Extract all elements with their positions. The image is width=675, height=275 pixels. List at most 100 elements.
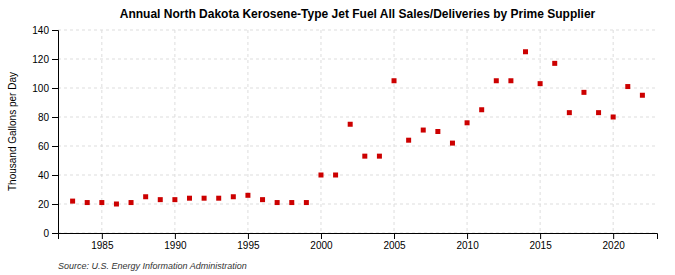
point bbox=[611, 115, 616, 120]
x-tick-label: 2005 bbox=[383, 240, 406, 251]
y-tick-label: 60 bbox=[38, 141, 50, 152]
x-tick-label: 2010 bbox=[456, 240, 479, 251]
y-tick-label: 40 bbox=[38, 170, 50, 181]
plot-area: 1985 1990 1995 2000 2005 2010 2015 2020 0 20 40 60 8… bbox=[32, 25, 657, 251]
y-tick: 120 bbox=[32, 54, 58, 65]
point bbox=[172, 197, 177, 202]
title: Annual North Dakota Kerosene-Type Jet Fu… bbox=[120, 7, 596, 21]
y-tick: 100 bbox=[32, 83, 58, 94]
y-tick-label: 140 bbox=[32, 25, 49, 36]
point bbox=[508, 78, 513, 83]
point bbox=[596, 110, 601, 115]
point bbox=[494, 78, 499, 83]
grid-line-x bbox=[320, 30, 321, 233]
x-tick: 1985 bbox=[91, 233, 114, 251]
point bbox=[231, 194, 236, 199]
point bbox=[581, 90, 586, 95]
x-tick-mark bbox=[394, 233, 395, 239]
point bbox=[406, 138, 411, 143]
point bbox=[640, 93, 645, 98]
x-tick-mark bbox=[175, 233, 176, 239]
point bbox=[538, 81, 543, 86]
grid-line-x bbox=[394, 30, 395, 233]
point bbox=[216, 196, 221, 201]
y-axis-line bbox=[52, 31, 59, 234]
grid-line-y bbox=[58, 59, 657, 60]
y-tick: 140 bbox=[32, 25, 58, 36]
y-tick: 60 bbox=[38, 141, 58, 152]
y-tick-mark bbox=[52, 175, 58, 176]
y-tick: 20 bbox=[38, 199, 58, 210]
x-tick-label: 1985 bbox=[91, 240, 114, 251]
grid-line-y bbox=[58, 88, 657, 89]
x-tick-label: 1990 bbox=[164, 240, 187, 251]
point bbox=[479, 107, 484, 112]
x-tick: 2020 bbox=[603, 233, 626, 251]
point bbox=[289, 200, 294, 205]
x-tick-label: 2020 bbox=[603, 240, 626, 251]
point bbox=[552, 61, 557, 66]
y-tick: 40 bbox=[38, 170, 58, 181]
grid-line-x bbox=[247, 30, 248, 233]
y-tick: 80 bbox=[38, 112, 58, 123]
y-tick: 0 bbox=[43, 228, 58, 239]
x-tick-mark bbox=[248, 233, 249, 239]
point bbox=[450, 141, 455, 146]
point bbox=[304, 200, 309, 205]
y-tick-mark bbox=[52, 88, 58, 89]
point bbox=[392, 78, 397, 83]
grid-line-x bbox=[613, 30, 614, 233]
x-axis-line bbox=[59, 234, 658, 240]
x-tick-label: 2000 bbox=[310, 240, 333, 251]
chart: 1985 1990 1995 2000 2005 2010 2015 2020 0 20 40 60 8… bbox=[0, 0, 675, 275]
points bbox=[70, 49, 645, 206]
y-tick-mark bbox=[52, 204, 58, 205]
point bbox=[377, 154, 382, 159]
y-tick-mark bbox=[52, 233, 58, 234]
point bbox=[202, 196, 207, 201]
x-tick-mark bbox=[467, 233, 468, 239]
point bbox=[129, 200, 134, 205]
point bbox=[143, 194, 148, 199]
point bbox=[158, 197, 163, 202]
point bbox=[99, 200, 104, 205]
y-axis-title: Thousand Gallons per Day bbox=[7, 72, 18, 191]
y-tick-label: 120 bbox=[32, 54, 49, 65]
point bbox=[333, 173, 338, 178]
point bbox=[70, 199, 75, 204]
grid-line-y bbox=[58, 146, 657, 147]
point bbox=[625, 84, 630, 89]
point bbox=[348, 122, 353, 127]
point bbox=[260, 197, 265, 202]
source-note: Source: U.S. Energy Information Administ… bbox=[58, 261, 247, 271]
point bbox=[421, 128, 426, 133]
point bbox=[567, 110, 572, 115]
point bbox=[523, 49, 528, 54]
x-tick-mark bbox=[540, 233, 541, 239]
x-tick-mark bbox=[613, 233, 614, 239]
grid bbox=[58, 30, 657, 233]
y-tick-label: 0 bbox=[43, 228, 49, 239]
y-axis: 0 20 40 60 80 100 120 140 bbox=[32, 25, 58, 239]
y-tick-label: 80 bbox=[38, 112, 50, 123]
x-axis: 1985 1990 1995 2000 2005 2010 2015 2020 bbox=[59, 233, 658, 251]
point bbox=[245, 193, 250, 198]
point bbox=[187, 196, 192, 201]
point bbox=[114, 202, 119, 207]
point bbox=[318, 173, 323, 178]
y-tick-mark bbox=[52, 30, 58, 31]
x-tick: 1995 bbox=[237, 233, 260, 251]
point bbox=[362, 154, 367, 159]
grid-line-y bbox=[58, 204, 657, 205]
x-tick: 2015 bbox=[529, 233, 552, 251]
y-tick-mark bbox=[52, 117, 58, 118]
x-tick: 2005 bbox=[383, 233, 406, 251]
grid-line-x bbox=[540, 30, 541, 233]
y-tick-label: 100 bbox=[32, 83, 49, 94]
point bbox=[275, 200, 280, 205]
x-tick: 2000 bbox=[310, 233, 333, 251]
y-tick-label: 20 bbox=[38, 199, 50, 210]
grid-line-y bbox=[58, 175, 657, 176]
x-tick-mark bbox=[102, 233, 103, 239]
y-tick-mark bbox=[52, 146, 58, 147]
